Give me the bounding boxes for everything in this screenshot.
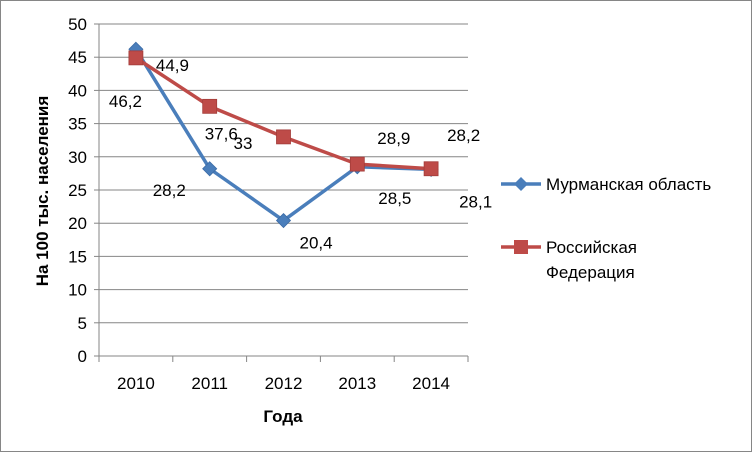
- x-axis-ticks: 2010 2011 2012 2013 2014: [117, 374, 450, 393]
- axes: [94, 23, 469, 362]
- gridlines: [99, 23, 468, 324]
- series-group: [128, 41, 439, 229]
- data-label: 28,1: [459, 192, 492, 211]
- data-labels: 46,2 28,2 20,4 28,5 28,1 44,9 37,633 28,9 28,2: [109, 56, 492, 253]
- legend-diamond-marker: [514, 177, 528, 191]
- square-marker: [349, 156, 365, 172]
- legend: Мурманская область Российская Федерация: [501, 175, 711, 282]
- x-tick-label: 2010: [117, 374, 155, 393]
- y-tick-label: 5: [78, 314, 87, 333]
- y-tick-label: 10: [68, 281, 87, 300]
- y-tick-label: 15: [68, 247, 87, 266]
- data-label: 28,5: [378, 189, 411, 208]
- data-label: 28,2: [153, 181, 186, 200]
- y-tick-label: 30: [68, 148, 87, 167]
- y-tick-label: 20: [68, 214, 87, 233]
- data-label: 33: [234, 134, 253, 153]
- y-tick-label: 50: [68, 15, 87, 34]
- y-tick-label: 45: [68, 48, 87, 67]
- square-marker: [202, 98, 218, 114]
- x-tick-label: 2012: [265, 374, 303, 393]
- legend-label: Мурманская область: [546, 175, 711, 194]
- data-label: 28,9: [377, 129, 410, 148]
- diamond-marker: [202, 161, 218, 177]
- y-tick-label: 35: [68, 115, 87, 134]
- y-tick-label: 25: [68, 181, 87, 200]
- x-tick-label: 2014: [412, 374, 450, 393]
- y-tick-label: 40: [68, 81, 87, 100]
- y-tick-label: 0: [78, 347, 87, 366]
- y-axis-title: На 100 тыс. населения: [33, 96, 52, 287]
- y-axis-ticks: 0 5 10 15 20 25 30 35 40 45 50: [68, 15, 87, 366]
- legend-square-marker: [514, 240, 528, 254]
- data-label: 37,6: [205, 124, 238, 143]
- x-axis-title: Года: [263, 407, 303, 426]
- legend-label: Российская: [546, 238, 637, 257]
- x-tick-label: 2013: [338, 374, 376, 393]
- square-marker: [276, 129, 291, 145]
- data-label: 44,9: [156, 56, 189, 75]
- square-marker: [128, 50, 144, 66]
- diamond-marker: [275, 212, 292, 229]
- data-label: 28,2: [447, 126, 480, 145]
- data-label: 20,4: [300, 234, 333, 253]
- legend-label: Федерация: [546, 263, 635, 282]
- x-tick-label: 2011: [191, 374, 228, 393]
- square-marker: [423, 161, 439, 177]
- data-label: 46,2: [109, 92, 142, 111]
